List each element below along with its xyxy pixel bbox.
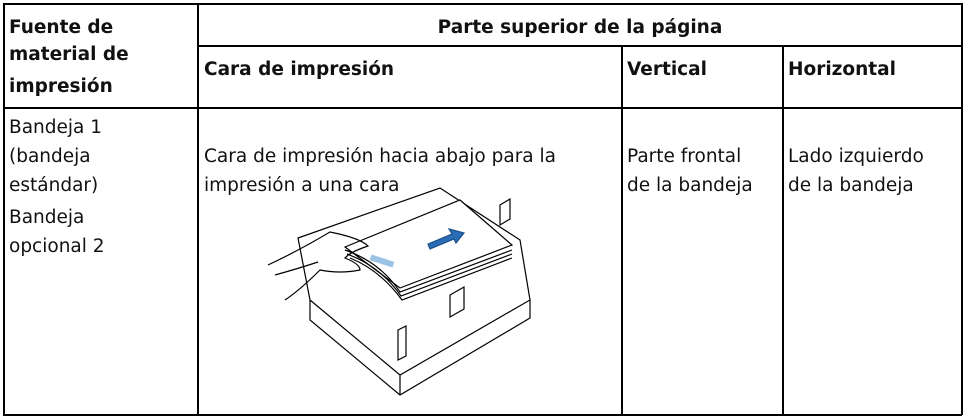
- header-text: Parte superior de la página: [437, 17, 723, 38]
- border: [3, 3, 962, 5]
- cell-text: de la bandeja: [627, 175, 753, 196]
- border: [961, 3, 963, 415]
- cell-text: impresión a una cara: [204, 175, 400, 196]
- border: [782, 45, 784, 415]
- header-text: Fuente de: [9, 17, 114, 38]
- border: [197, 45, 962, 47]
- cell-text: Bandeja: [9, 207, 85, 228]
- cell-text: Parte frontal: [627, 146, 742, 167]
- header-text: Cara de impresión: [204, 59, 395, 80]
- border: [197, 3, 199, 415]
- cell-text: Bandeja 1: [9, 117, 103, 138]
- cell-text: Cara de impresión hacia abajo para la: [204, 146, 556, 167]
- cell-text: (bandeja: [9, 146, 91, 167]
- cell-text: de la bandeja: [788, 175, 914, 196]
- border: [3, 414, 962, 416]
- border: [3, 107, 962, 109]
- cell-text: opcional 2: [9, 236, 105, 257]
- border: [3, 3, 5, 415]
- border: [621, 45, 623, 415]
- header-text: Horizontal: [788, 59, 896, 80]
- header-text: impresión: [9, 76, 113, 97]
- header-text: Vertical: [627, 59, 707, 80]
- header-text: material de: [9, 44, 129, 65]
- cell-text: Lado izquierdo: [788, 146, 924, 167]
- cell-text: estándar): [9, 175, 99, 196]
